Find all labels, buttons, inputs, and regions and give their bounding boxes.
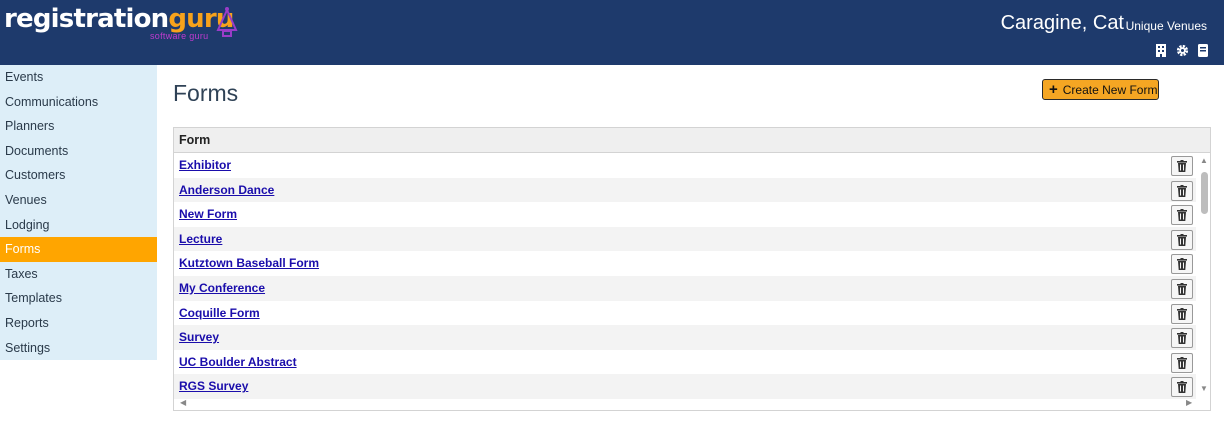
trash-icon[interactable] — [1171, 229, 1193, 250]
sidebar-item-reports[interactable]: Reports — [5, 315, 49, 330]
gear-icon[interactable] — [1175, 43, 1189, 57]
form-link[interactable]: My Conference — [179, 280, 266, 295]
trash-icon[interactable] — [1171, 180, 1193, 201]
table-row: Exhibitor — [174, 153, 1196, 178]
scroll-down-icon[interactable]: ▼ — [1200, 384, 1208, 393]
forms-table-body: Exhibitor Anderson Dance New Form Lectur… — [174, 153, 1196, 399]
form-link[interactable]: Coquille Form — [179, 305, 260, 320]
vertical-scroll-thumb[interactable] — [1201, 172, 1208, 214]
sidebar-item-templates[interactable]: Templates — [5, 291, 62, 306]
trash-icon[interactable] — [1171, 254, 1193, 275]
sidebar-item-settings[interactable]: Settings — [5, 340, 51, 355]
organization-name[interactable]: Unique Venues — [1125, 19, 1207, 33]
sidebar-item-forms[interactable]: Forms — [0, 237, 157, 262]
forms-table: Form Exhibitor Anderson Dance New Form L… — [173, 127, 1211, 411]
sidebar-nav: Events Communications Planners Documents… — [0, 65, 157, 360]
app-header: registrationguru software guru Caragine,… — [0, 0, 1224, 65]
trash-icon[interactable] — [1171, 303, 1193, 324]
vertical-scrollbar[interactable]: ▲ ▼ — [1198, 154, 1210, 396]
form-link[interactable]: Exhibitor — [179, 158, 232, 172]
trash-icon[interactable] — [1171, 328, 1193, 349]
form-link[interactable]: Survey — [179, 330, 220, 345]
user-name[interactable]: Caragine, Cat — [1000, 12, 1124, 34]
create-new-form-button[interactable]: + Create New Form — [1042, 79, 1159, 100]
plus-icon: + — [1049, 80, 1058, 98]
trash-icon[interactable] — [1171, 278, 1193, 299]
logo[interactable]: registrationguru software guru — [4, 4, 238, 44]
building-icon[interactable] — [1154, 43, 1168, 57]
scroll-left-icon[interactable]: ◀ — [180, 398, 187, 407]
trash-icon[interactable] — [1171, 377, 1193, 398]
sidebar-item-documents[interactable]: Documents — [5, 143, 69, 158]
header-icon-bar — [1154, 43, 1210, 57]
sidebar-item-taxes[interactable]: Taxes — [5, 266, 38, 281]
column-header-form: Form — [174, 128, 1210, 153]
scroll-right-icon[interactable]: ▶ — [1186, 398, 1193, 407]
scroll-up-icon[interactable]: ▲ — [1200, 156, 1208, 165]
horizontal-scrollbar[interactable]: ◀ ▶ — [174, 396, 1198, 410]
sidebar-item-lodging[interactable]: Lodging — [5, 217, 50, 232]
table-row: Coquille Form — [174, 301, 1196, 326]
table-row: UC Boulder Abstract — [174, 350, 1196, 375]
table-row: RGS Survey — [174, 374, 1196, 399]
form-link[interactable]: Anderson Dance — [179, 182, 275, 197]
table-row: My Conference — [174, 275, 1196, 301]
trash-icon[interactable] — [1171, 156, 1193, 176]
page-title: Forms — [173, 80, 239, 106]
table-row: Anderson Dance — [174, 177, 1196, 203]
sidebar-item-events[interactable]: Events — [5, 70, 44, 84]
book-icon[interactable] — [1196, 43, 1210, 57]
table-row: Survey — [174, 325, 1196, 350]
sidebar-item-venues[interactable]: Venues — [5, 192, 47, 207]
table-row: New Form — [174, 202, 1196, 227]
sidebar-item-communications[interactable]: Communications — [5, 94, 99, 109]
logo-subtitle: software guru — [150, 31, 209, 41]
form-link[interactable]: Kutztown Baseball Form — [179, 256, 320, 271]
sidebar-item-customers[interactable]: Customers — [5, 168, 66, 183]
trash-icon[interactable] — [1171, 352, 1193, 373]
trash-icon[interactable] — [1171, 205, 1193, 226]
sidebar-item-planners[interactable]: Planners — [5, 119, 55, 134]
form-link[interactable]: UC Boulder Abstract — [179, 354, 297, 369]
logo-primary: registration — [4, 4, 169, 34]
form-link[interactable]: Lecture — [179, 231, 223, 246]
create-new-form-label: Create New Form — [1062, 82, 1158, 97]
logo-bell-icon — [216, 7, 238, 37]
table-row: Lecture — [174, 226, 1196, 252]
form-link[interactable]: New Form — [179, 207, 238, 222]
table-row: Kutztown Baseball Form — [174, 251, 1196, 276]
form-link[interactable]: RGS Survey — [179, 379, 249, 394]
